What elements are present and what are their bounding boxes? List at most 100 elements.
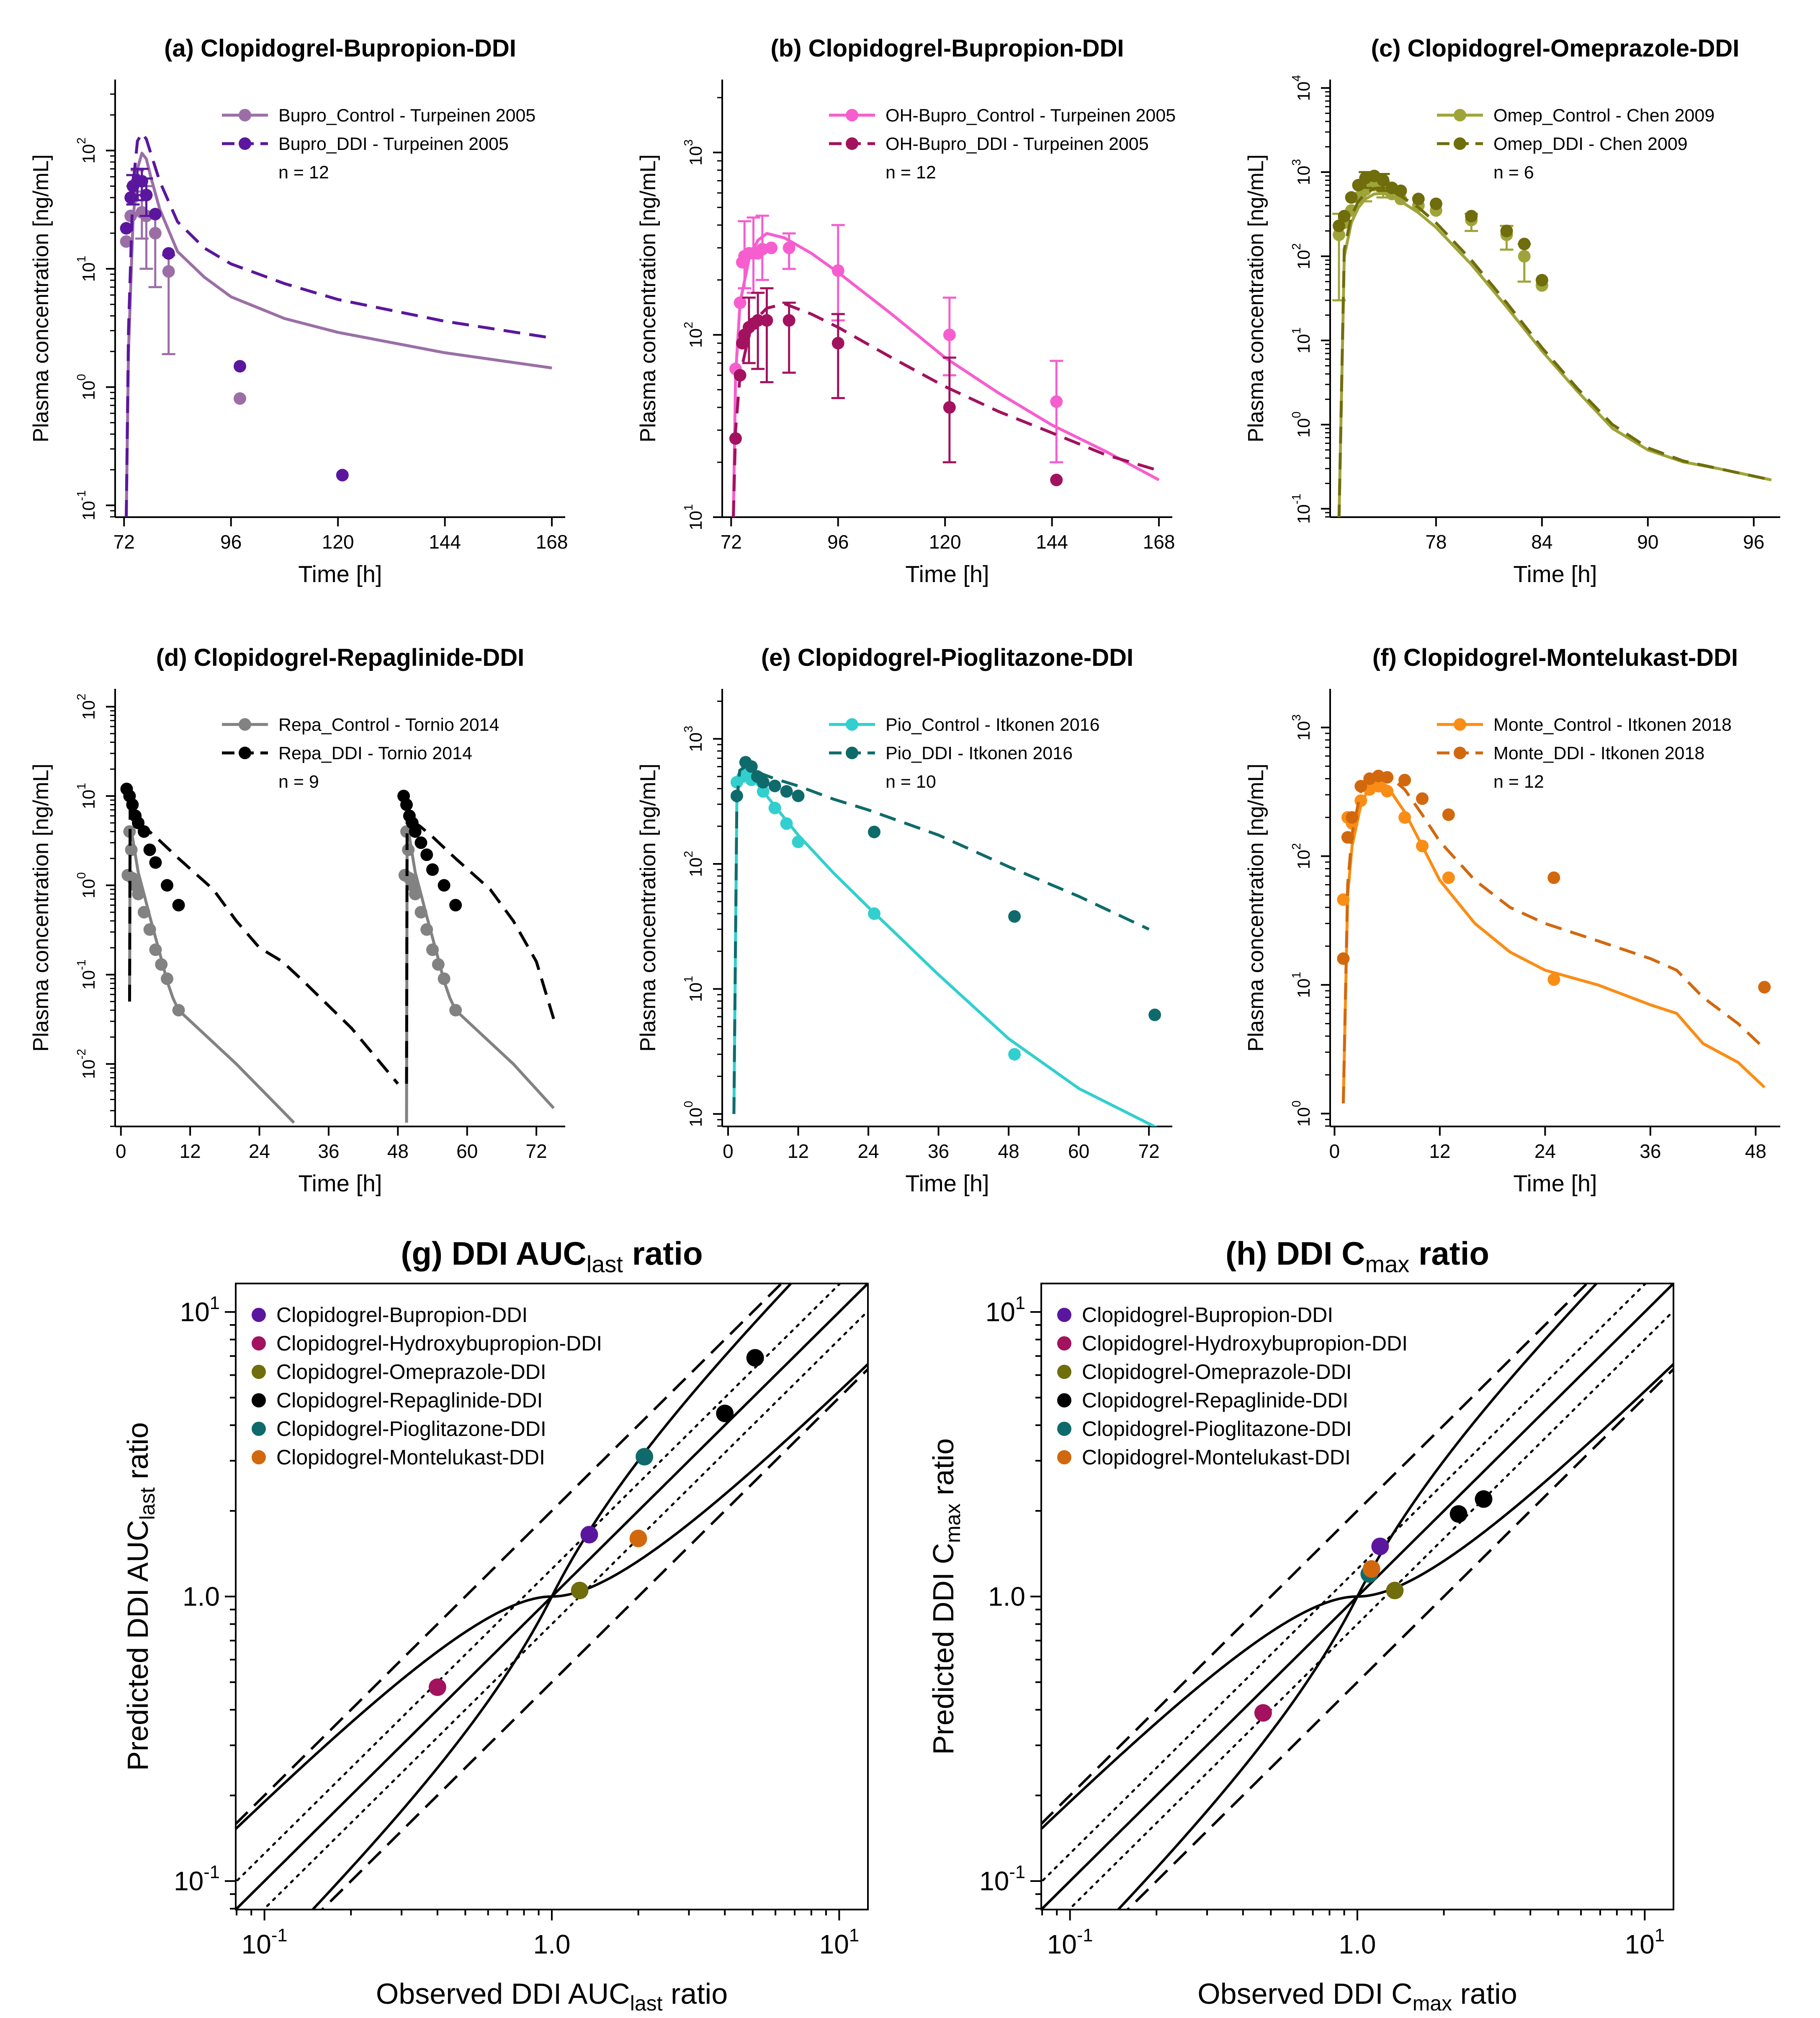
x-tick-label: 101	[819, 1925, 859, 1959]
x-tick-label: 90	[1637, 531, 1658, 553]
x-tick-label: 0	[723, 1140, 734, 1162]
data-point	[1465, 210, 1478, 223]
legend-note: n = 12	[1493, 772, 1544, 792]
x-tick-label: 0	[116, 1140, 126, 1162]
legend-note: n = 6	[1493, 162, 1534, 183]
x-tick-label: 144	[429, 531, 461, 553]
series-line-Repa_Control	[405, 830, 555, 1123]
data-point	[831, 264, 844, 277]
x-tick-label: 96	[220, 531, 242, 553]
y-tick-label: 10-2	[75, 1049, 98, 1079]
legend-label: Clopidogrel-Omeprazole-DDI	[276, 1360, 546, 1384]
x-tick-label: 48	[998, 1140, 1019, 1162]
x-tick-label: 12	[1429, 1140, 1450, 1162]
data-point	[234, 360, 247, 373]
legend-marker	[1057, 1365, 1071, 1379]
data-point	[120, 222, 133, 235]
ratio-point	[571, 1582, 589, 1600]
x-tick-label: 48	[387, 1140, 409, 1162]
ratio-point	[716, 1405, 734, 1423]
legend-label: Omep_DDI - Chen 2009	[1493, 134, 1688, 154]
data-point	[1008, 1048, 1021, 1061]
x-tick-label: 60	[456, 1140, 478, 1162]
data-point	[783, 241, 795, 254]
y-tick-label: 100	[1290, 1100, 1313, 1127]
data-point	[1341, 831, 1354, 844]
legend-marker	[846, 747, 858, 759]
x-tick-label: 10-1	[1047, 1925, 1093, 1959]
legend-marker	[846, 718, 858, 731]
legend-marker	[1057, 1450, 1071, 1464]
data-point	[432, 958, 445, 971]
dotted-lower-line	[1067, 1309, 1673, 1910]
data-point	[1518, 250, 1531, 263]
data-point	[420, 848, 433, 861]
y-tick-label: 10-1	[1290, 494, 1313, 524]
y-tick-label: 101	[75, 783, 98, 809]
legend-marker	[252, 1393, 266, 1407]
dotted-lower-line	[262, 1309, 868, 1910]
legend-note: n = 12	[278, 162, 329, 183]
series-line-Bupro_Control	[125, 152, 552, 517]
series-line-Bupro_DDI	[125, 131, 552, 517]
data-point	[1377, 174, 1390, 187]
y-tick-label: 100	[75, 872, 98, 899]
legend-label: Clopidogrel-Montelukast-DDI	[276, 1446, 545, 1469]
legend-label: Clopidogrel-Bupropion-DDI	[1082, 1303, 1333, 1327]
plot-area	[120, 131, 552, 517]
legend-marker	[239, 137, 251, 150]
ratio-point	[1386, 1582, 1404, 1600]
data-point	[729, 432, 742, 445]
legend-marker	[1057, 1393, 1071, 1407]
series-line-Repa_Control	[128, 830, 295, 1124]
panel-title: (b) Clopidogrel-Bupropion-DDI	[770, 35, 1124, 62]
y-axis-label: Plasma concentration [ng/mL]	[636, 764, 660, 1052]
x-tick-label: 12	[788, 1140, 809, 1162]
series-line-Monte_Control	[1341, 780, 1766, 1103]
y-tick-label: 103	[682, 139, 705, 166]
panel-title: (f) Clopidogrel-Montelukast-DDI	[1372, 644, 1738, 671]
x-axis-label: Time [h]	[298, 1170, 382, 1196]
data-point	[336, 469, 349, 482]
x-tick-label: 78	[1425, 531, 1447, 553]
y-axis-label: Predicted DDI Cmax ratio	[927, 1438, 965, 1755]
legend-marker	[252, 1422, 266, 1436]
data-point	[414, 836, 427, 849]
ratio-point	[1475, 1490, 1493, 1508]
x-tick-label: 24	[249, 1140, 270, 1162]
ratio-point	[629, 1529, 647, 1547]
x-axis-label: Time [h]	[905, 561, 989, 587]
data-point	[449, 899, 462, 912]
legend-marker	[846, 109, 858, 121]
series-line-OH-Bupro_DDI	[732, 302, 1160, 517]
data-point	[420, 923, 433, 936]
x-tick-label: 144	[1036, 531, 1068, 553]
x-tick-label: 12	[180, 1140, 201, 1162]
legend-marker	[252, 1308, 266, 1322]
data-point	[400, 798, 413, 811]
legend-marker	[1454, 718, 1466, 731]
legend-marker	[846, 137, 858, 150]
data-point	[162, 247, 175, 260]
x-tick-label: 24	[1534, 1140, 1556, 1162]
data-point	[734, 296, 747, 309]
y-tick-label: 100	[1290, 412, 1313, 438]
plot-area	[729, 214, 1160, 517]
data-point	[1412, 193, 1425, 206]
data-point	[1346, 811, 1359, 824]
x-axis-label: Time [h]	[1513, 1170, 1597, 1196]
data-point	[414, 906, 427, 919]
data-point	[1442, 808, 1455, 821]
y-tick-label: 1.0	[988, 1582, 1025, 1612]
panel-title: (h) DDI Cmax ratio	[1225, 1235, 1489, 1277]
data-point	[438, 972, 450, 985]
x-tick-label: 72	[526, 1140, 547, 1162]
panel-e: (e) Clopidogrel-Pioglitazone-DDI 0 12 24 36 4…	[636, 644, 1172, 1196]
y-tick-label: 100	[682, 1101, 705, 1127]
x-tick-label: 72	[113, 531, 135, 553]
data-point	[1429, 197, 1442, 210]
panel-c: (c) Clopidogrel-Omeprazole-DDI 78 84 90 96 10…	[1244, 35, 1780, 587]
y-tick-label: 1.0	[183, 1582, 220, 1612]
legend-marker	[1454, 137, 1466, 150]
